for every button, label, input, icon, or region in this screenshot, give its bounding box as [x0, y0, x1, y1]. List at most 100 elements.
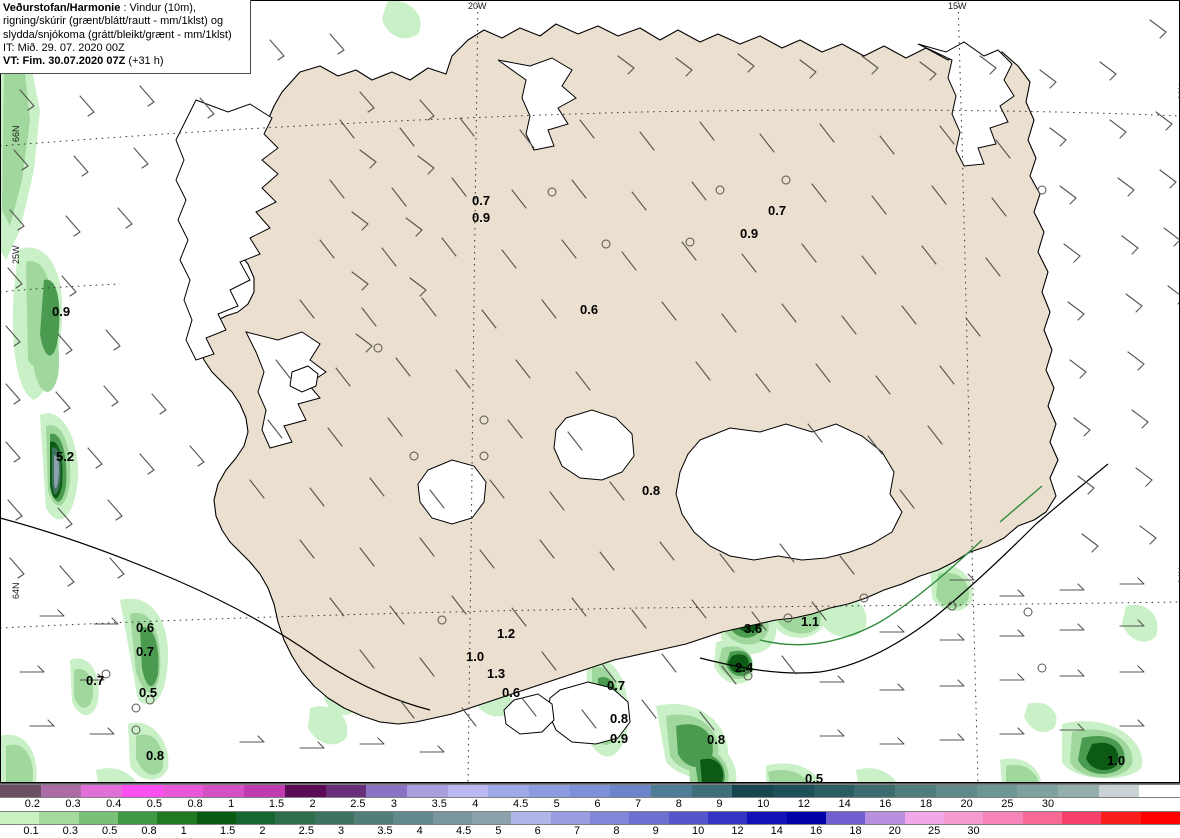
rain-scale[interactable]: 0.1 0.3 0.5 0.8 1 1.5 2 2.5 3 3.5 4 4.5 5 6 7 8 9 10 12 14 1…: [0, 811, 1180, 838]
precip-value-label: 0.8: [610, 711, 629, 726]
colour-swatch[interactable]: [40, 785, 82, 797]
precip-value-label: 0.6: [502, 685, 521, 700]
colour-swatch[interactable]: [122, 785, 163, 797]
colour-swatch[interactable]: [569, 785, 611, 797]
colour-swatch[interactable]: [1139, 785, 1180, 797]
colour-swatch[interactable]: [773, 785, 814, 797]
scale-tick-label: 1: [180, 825, 187, 837]
graticule-lines: [0, 0, 1180, 783]
colour-swatch[interactable]: [1057, 785, 1099, 797]
scale-tick-label: 0.8: [141, 825, 157, 837]
scale-tick-label: 12: [797, 798, 811, 810]
colour-swatch[interactable]: [895, 785, 936, 797]
scale-tick-label: 0.3: [62, 825, 78, 837]
colour-swatch[interactable]: [691, 785, 733, 797]
scale-tick-label: 0.3: [65, 798, 81, 810]
precip-value-label: 0.9: [610, 731, 629, 746]
graticule-label-top-20w: 20W: [468, 1, 487, 11]
colour-swatch[interactable]: [1017, 785, 1058, 797]
precip-value-label: 0.9: [52, 304, 71, 319]
scale-tick-label: 14: [838, 798, 851, 810]
colour-swatch[interactable]: [353, 812, 394, 824]
scale-tick-label: 30: [1041, 798, 1055, 810]
colour-swatch[interactable]: [528, 785, 570, 797]
scale-tick-label: 10: [692, 825, 705, 837]
colour-swatch[interactable]: [244, 785, 285, 797]
colour-swatch[interactable]: [707, 812, 748, 824]
precip-value-label: 0.7: [607, 678, 626, 693]
sleet-snow-scale[interactable]: 0.2 0.3 0.4 0.5 0.8 1 1.5 2 2.5 3 3.5 4 4.5 5 6 7 8 9 10 12…: [0, 784, 1180, 811]
scale-tick-label: 0.5: [146, 798, 163, 810]
colour-swatch[interactable]: [1022, 812, 1062, 824]
scale-tick-label: 20: [960, 798, 973, 810]
precip-value-label: 0.7: [472, 193, 491, 208]
colour-swatch[interactable]: [196, 812, 236, 824]
colour-swatch[interactable]: [865, 812, 905, 824]
colour-swatch[interactable]: [314, 812, 354, 824]
colour-swatch[interactable]: [447, 785, 489, 797]
colour-swatch[interactable]: [747, 812, 787, 824]
colour-swatch[interactable]: [976, 785, 1018, 797]
colour-swatch[interactable]: [284, 785, 326, 797]
precip-value-label: 1.0: [466, 649, 485, 664]
colour-swatch[interactable]: [1101, 812, 1141, 824]
colour-swatch[interactable]: [162, 785, 204, 797]
precip-value-label: 0.5: [139, 685, 158, 700]
scale-tick-label: 1.5: [268, 798, 285, 810]
colour-swatch[interactable]: [983, 812, 1023, 824]
precip-value-label: 0.9: [472, 210, 491, 225]
colour-swatch[interactable]: [366, 785, 407, 797]
colour-swatch[interactable]: [904, 812, 944, 824]
colour-swatch[interactable]: [393, 812, 433, 824]
colour-swatch[interactable]: [943, 812, 984, 824]
colour-swatch[interactable]: [1098, 785, 1140, 797]
colour-swatch[interactable]: [786, 812, 826, 824]
precip-value-label: 5.2: [56, 449, 75, 464]
colour-swatch[interactable]: [471, 812, 512, 824]
colour-swatch[interactable]: [157, 812, 197, 824]
sleet-snow-swatches[interactable]: [0, 784, 1180, 798]
colour-swatch[interactable]: [511, 812, 551, 824]
colour-swatch[interactable]: [39, 812, 79, 824]
colour-swatch[interactable]: [1140, 812, 1180, 824]
colour-swatch[interactable]: [488, 785, 529, 797]
colour-swatch[interactable]: [629, 812, 669, 824]
precip-value-label: 1.1: [801, 614, 820, 629]
precip-value-label: 0.8: [146, 748, 165, 763]
precip-value-label: 1.2: [497, 626, 516, 641]
colour-swatch[interactable]: [813, 785, 855, 797]
init-time: IT: Mið. 29. 07. 2020 00Z: [3, 41, 125, 54]
colour-swatch[interactable]: [935, 785, 977, 797]
colour-swatch[interactable]: [203, 785, 245, 797]
colour-swatch[interactable]: [117, 812, 158, 824]
forecast-map[interactable]: 20W 15W 66N 25W 64N 66N 64N 0.9 5.2 0.6 …: [0, 0, 1180, 783]
scale-tick-label: 4.5: [512, 798, 529, 810]
colour-swatch[interactable]: [825, 812, 866, 824]
colour-swatch[interactable]: [550, 812, 590, 824]
colour-swatch[interactable]: [406, 785, 448, 797]
colour-swatch[interactable]: [78, 812, 118, 824]
colour-swatch[interactable]: [275, 812, 315, 824]
rain-swatches[interactable]: [0, 811, 1180, 825]
colour-swatch[interactable]: [432, 812, 472, 824]
scale-tick-label: 7: [635, 798, 642, 810]
scale-tick-label: 5: [495, 825, 502, 837]
colour-swatch[interactable]: [1061, 812, 1102, 824]
colour-swatch[interactable]: [668, 812, 708, 824]
colour-swatch[interactable]: [732, 785, 774, 797]
colour-swatch[interactable]: [0, 812, 40, 824]
colour-swatch[interactable]: [610, 785, 651, 797]
scale-tick-label: 25: [1001, 798, 1014, 810]
scale-tick-label: 30: [967, 825, 980, 837]
precip-value-label: 1.0: [1107, 753, 1126, 768]
colour-swatch[interactable]: [235, 812, 276, 824]
colour-swatch[interactable]: [854, 785, 896, 797]
scale-tick-label: 7: [574, 825, 581, 837]
colour-swatch[interactable]: [81, 785, 123, 797]
precip-value-label: 0.8: [642, 483, 661, 498]
colour-swatch[interactable]: [651, 785, 692, 797]
colour-swatch[interactable]: [589, 812, 630, 824]
colour-swatch[interactable]: [0, 785, 41, 797]
colour-swatch[interactable]: [325, 785, 367, 797]
scale-tick-label: 3.5: [377, 825, 393, 837]
